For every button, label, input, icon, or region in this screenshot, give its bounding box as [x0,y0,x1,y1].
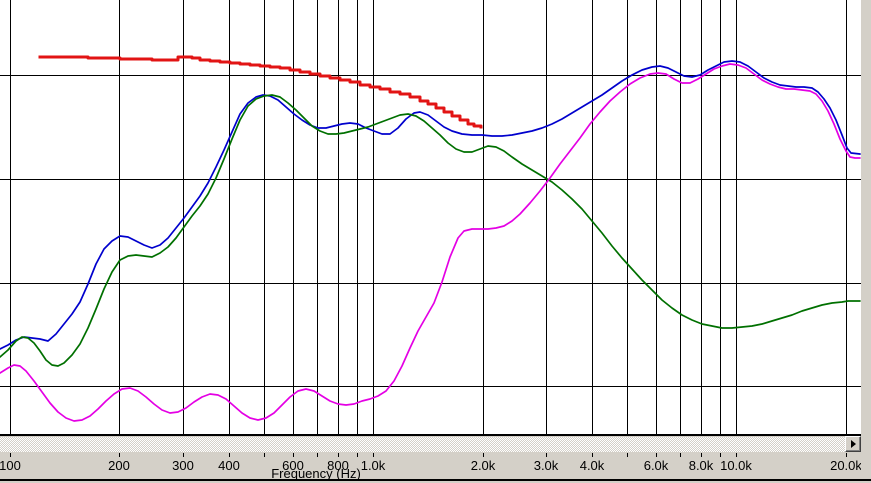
x-axis-tick-900hz [357,453,358,457]
magenta-trace [0,63,861,422]
x-axis-tick-400hz [229,453,230,457]
x-tick-label-6.0k: 6.0k [643,458,669,473]
h-scrollbar-track[interactable] [0,437,845,452]
frequency-response-chart [0,0,861,436]
x-axis-line [0,434,861,436]
x-axis-tick-100hz [10,453,11,457]
x-axis-tick-200hz [119,453,120,457]
x-tick-label-600: 600 [282,458,304,473]
x-tick-label-20.0k: 20.0k [830,458,862,473]
x-axis-tick-9000hz [720,453,721,457]
blue-trace [0,60,861,350]
x-tick-label-400: 400 [218,458,240,473]
x-tick-label-4.0k: 4.0k [579,458,605,473]
x-tick-label-8.0k: 8.0k [688,458,714,473]
red-trace [38,55,483,129]
x-tick-label-800: 800 [327,458,349,473]
x-axis-tick-7000hz [680,453,681,457]
h-scrollbar-right-button[interactable] [845,436,861,452]
window-right-gutter [861,0,871,479]
x-axis-tick-1000hz [373,453,374,457]
x-axis-tick-500hz [264,453,265,457]
x-tick-label-2.0k: 2.0k [470,458,496,473]
x-axis-tick-700hz [317,453,318,457]
x-axis-title: Frequency (Hz) [271,466,361,481]
h-scrollbar [0,436,861,452]
window-bottom-border [0,479,871,481]
x-axis-tick-800hz [338,453,339,457]
x-axis-tick-8000hz [701,453,702,457]
x-axis-tick-4000hz [592,453,593,457]
x-tick-label-10.0k: 10.0k [720,458,752,473]
x-axis-tick-10000hz [736,453,737,457]
x-axis-tick-300hz [183,453,184,457]
scroll-right-arrow-icon [850,440,856,448]
x-tick-label-1.0k: 1.0k [360,458,386,473]
x-axis-area: Frequency (Hz) 100 200 300 400 600 800 1.0k 2.0… [0,452,871,481]
x-axis-tick-5000hz [627,453,628,457]
x-axis-tick-6000hz [656,453,657,457]
x-axis-tick-2000hz [483,453,484,457]
x-axis-tick-600hz [293,453,294,457]
green-trace [0,94,861,367]
x-tick-label-3.0k: 3.0k [533,458,559,473]
x-tick-label-200: 200 [108,458,130,473]
x-axis-tick-3000hz [546,453,547,457]
x-axis-tick-20000hz [846,453,847,457]
x-tick-label-300: 300 [172,458,194,473]
x-tick-label-100: 100 [0,458,21,473]
